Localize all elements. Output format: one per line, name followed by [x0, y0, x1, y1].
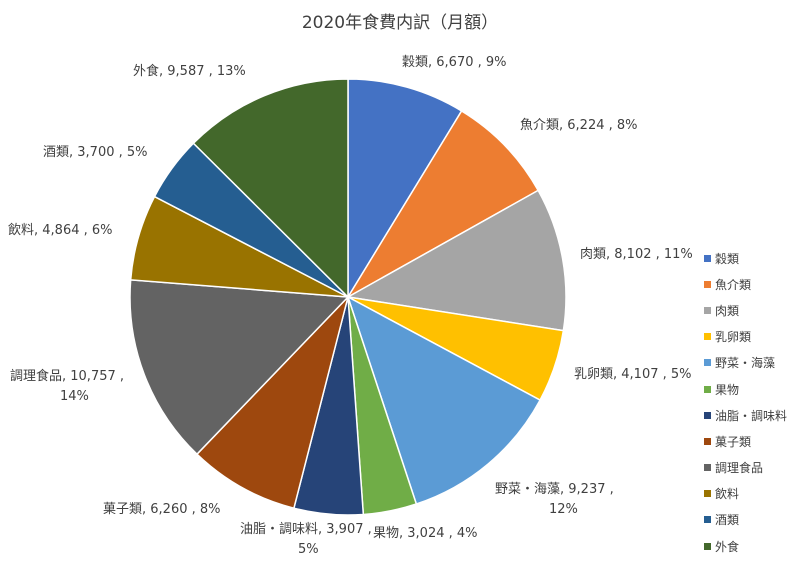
legend-swatch [704, 542, 711, 550]
data-label-line2: 14% [60, 389, 89, 404]
data-label: 果物, 3,024 , 4% [373, 524, 478, 544]
data-label: 穀類, 6,670 , 9% [402, 53, 507, 73]
legend-item: 菓子類 [704, 428, 787, 454]
legend-label: 菓子類 [715, 434, 752, 449]
data-label-line1: 野菜・海藻, 9,237 , [495, 482, 614, 497]
data-label-line2: 12% [549, 502, 578, 517]
legend-label: 穀類 [715, 251, 740, 266]
legend-item: 穀類 [704, 245, 787, 271]
legend-item: 肉類 [704, 297, 787, 323]
data-label: 外食, 9,587 , 13% [133, 62, 246, 82]
data-label-line2: 5% [298, 542, 319, 557]
legend-swatch [704, 437, 711, 445]
data-label: 乳卵類, 4,107 , 5% [574, 365, 692, 385]
data-label-text: 乳卵類, 4,107 , 5% [574, 367, 692, 382]
legend-swatch [704, 280, 711, 288]
legend-item: 調理食品 [704, 455, 787, 481]
legend-swatch [704, 385, 711, 393]
legend-item: 酒類 [704, 507, 787, 533]
legend-swatch [704, 359, 711, 367]
legend-item: 油脂・調味料 [704, 402, 787, 428]
legend-item: 飲料 [704, 481, 787, 507]
pie-slice-2 [345, 109, 540, 300]
legend-swatch [704, 333, 711, 341]
data-label-line1: 油脂・調味料, 3,907 , [240, 522, 372, 537]
legend-item: 外食 [704, 533, 787, 559]
legend-swatch [704, 411, 711, 419]
legend-item: 野菜・海藻 [704, 350, 787, 376]
pie-slice-12 [192, 78, 349, 299]
data-label: 飲料, 4,864 , 6% [8, 221, 113, 241]
data-label: 菓子類, 6,260 , 8% [103, 500, 221, 520]
legend-item: 魚介類 [704, 271, 787, 297]
legend-item: 乳卵類 [704, 324, 787, 350]
legend-label: 肉類 [715, 303, 740, 318]
data-label: 酒類, 3,700 , 5% [43, 143, 148, 163]
legend-label: 野菜・海藻 [715, 356, 776, 371]
pie-slice-1 [347, 78, 463, 300]
data-label-text: 酒類, 3,700 , 5% [43, 145, 148, 160]
legend-swatch [704, 464, 711, 472]
legend-label: 魚介類 [715, 277, 752, 292]
data-label-text: 肉類, 8,102 , 11% [580, 247, 693, 262]
legend-label: 調理食品 [715, 461, 764, 476]
legend-label: 外食 [715, 539, 740, 554]
legend-swatch [704, 516, 711, 524]
pie-slice-3 [345, 189, 567, 332]
data-label-text: 穀類, 6,670 , 9% [402, 55, 507, 70]
data-label-text: 魚介類, 6,224 , 8% [520, 118, 638, 133]
legend-label: 油脂・調味料 [715, 408, 788, 423]
data-label-text: 外食, 9,587 , 13% [133, 64, 246, 79]
legend-swatch [704, 306, 711, 314]
legend-label: 酒類 [715, 513, 740, 528]
legend-label: 果物 [715, 382, 740, 397]
pie-slice-9 [129, 279, 350, 456]
data-label: 魚介類, 6,224 , 8% [520, 116, 638, 136]
data-label: 油脂・調味料, 3,907 , 5% [240, 520, 372, 560]
legend-swatch [704, 254, 711, 262]
data-label: 肉類, 8,102 , 11% [580, 245, 693, 265]
chart-title: 2020年食費内訳（月額） [301, 13, 499, 33]
legend-label: 飲料 [715, 487, 740, 502]
data-label: 野菜・海藻, 9,237 , 12% [495, 480, 614, 520]
legend-item: 果物 [704, 376, 787, 402]
legend: 穀類魚介類肉類乳卵類野菜・海藻果物油脂・調味料 菓子類調理食品飲料酒類外食 [704, 245, 787, 559]
data-label-text: 飲料, 4,864 , 6% [8, 223, 113, 238]
legend-label: 乳卵類 [715, 330, 752, 345]
pie-slice-8 [195, 294, 350, 510]
data-label-text: 菓子類, 6,260 , 8% [103, 502, 221, 517]
pie-slice-5 [346, 295, 542, 505]
legend-swatch [704, 490, 711, 498]
data-label: 調理食品, 10,757 , 14% [10, 367, 124, 407]
data-label-line1: 調理食品, 10,757 , [10, 369, 125, 384]
data-label-text: 果物, 3,024 , 4% [373, 526, 478, 541]
